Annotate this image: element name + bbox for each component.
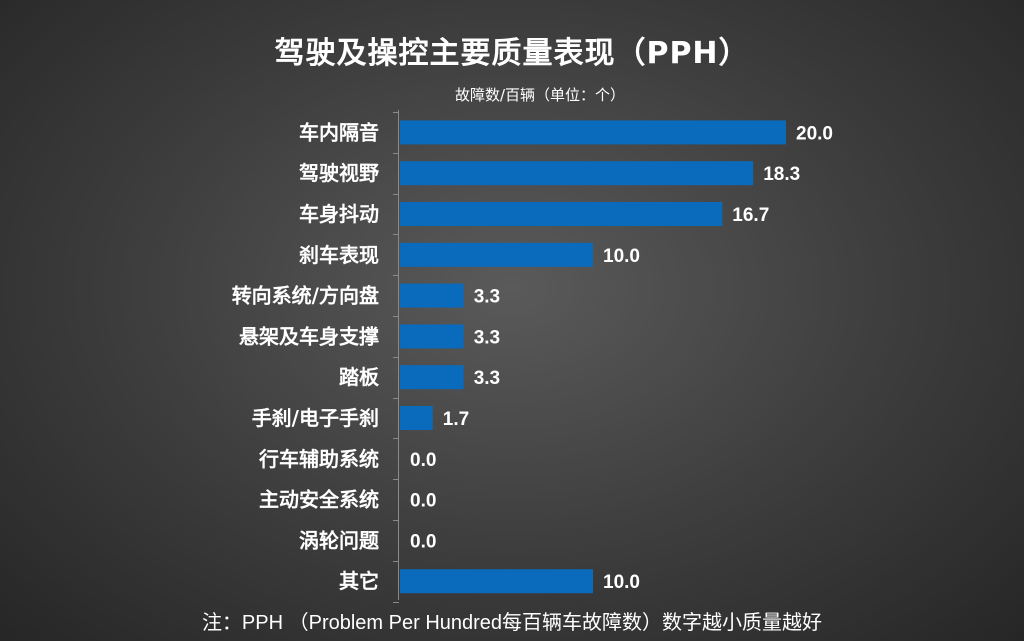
value-label: 10.0 [603,572,640,593]
category-label: 转向系统/方向盘 [232,284,379,308]
bar [400,120,786,145]
value-label: 3.3 [474,287,500,308]
category-label: 其它 [339,569,379,593]
value-label: 0.0 [410,531,436,552]
category-label: 车内隔音 [299,120,379,144]
category-label: 悬架及车身支撑 [239,324,379,348]
bar [400,283,464,308]
category-label: 踏板 [339,365,380,389]
chart-title: 驾驶及操控主要质量表现（PPH） [274,36,750,71]
category-label: 主动安全系统 [259,488,379,512]
bar [400,242,593,267]
value-label: 16.7 [732,205,769,226]
value-label: 20.0 [796,123,833,144]
category-label: 涡轮问题 [299,528,380,552]
value-label: 18.3 [763,164,800,185]
value-label: 0.0 [410,450,436,471]
chart-footnote: 注：PPH （Problem Per Hundred每百辆车故障数）数字越小质量… [201,612,823,634]
value-label: 10.0 [603,246,640,267]
value-label: 3.3 [474,368,500,389]
bar [400,365,464,390]
bar [400,324,464,349]
value-label: 1.7 [443,409,469,430]
category-label: 手刹/电子手刹 [252,406,379,430]
category-label: 车身抖动 [299,202,379,226]
bar [400,202,723,226]
value-label: 3.3 [474,327,500,348]
category-label: 行车辅助系统 [258,447,379,471]
chart-subtitle: 故障数/百辆（单位：个） [454,86,626,104]
category-label: 驾驶视野 [299,161,379,185]
bar [400,406,433,430]
bar [400,569,593,594]
bar [400,161,754,186]
category-label: 刹车表现 [299,243,379,267]
value-label: 0.0 [410,491,436,512]
